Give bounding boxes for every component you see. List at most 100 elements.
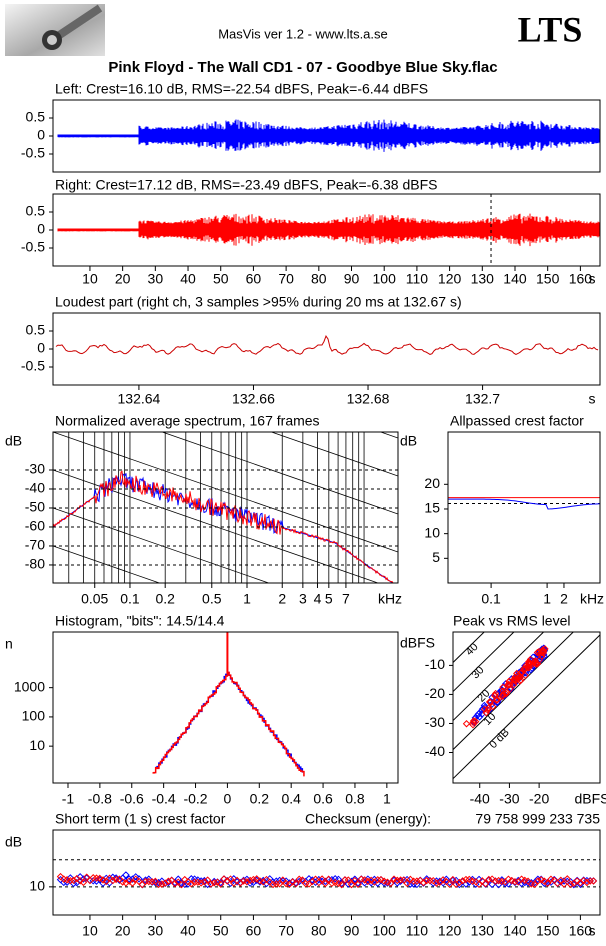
logo-image xyxy=(5,4,105,56)
crest-line xyxy=(453,632,544,721)
x-tick-label: 80 xyxy=(311,271,327,287)
plot-frame xyxy=(52,431,399,584)
slope-line xyxy=(53,545,161,583)
x-tick-label: 132.7 xyxy=(465,391,500,407)
y-tick-label: 0.5 xyxy=(26,203,46,219)
track-title: Pink Floyd - The Wall CD1 - 07 - Goodbye… xyxy=(108,59,497,76)
y-axis-label: dBFS xyxy=(400,635,435,651)
x-tick-label: 1 xyxy=(243,591,251,607)
x-tick-label: 0.2 xyxy=(250,791,270,807)
x-tick-label: 4 xyxy=(314,591,322,607)
x-axis-unit: s xyxy=(589,923,596,939)
plot-frame xyxy=(447,431,601,584)
panel-title: Histogram, "bits": 14.5/14.4 xyxy=(55,613,225,629)
y-tick-label: 5 xyxy=(432,549,440,565)
x-tick-label: 0.05 xyxy=(81,591,108,607)
x-tick-label: -0.4 xyxy=(152,791,176,807)
x-tick-label: -0.6 xyxy=(120,791,144,807)
x-tick-label: 40 xyxy=(180,271,196,287)
x-tick-label: 0.5 xyxy=(202,591,222,607)
crest-curve xyxy=(448,498,600,510)
checksum-label: Checksum (energy): xyxy=(305,811,431,827)
x-tick-label: 2 xyxy=(560,591,568,607)
y-tick-label: -0.5 xyxy=(21,358,45,374)
x-tick-label: 140 xyxy=(503,923,527,939)
x-tick-label: 100 xyxy=(373,923,397,939)
histogram-curve xyxy=(155,671,304,773)
panel-title: Peak vs RMS level xyxy=(453,613,570,629)
panel-title: Loudest part (right ch, 3 samples >95% d… xyxy=(55,294,462,310)
app-name: MasVis ver 1.2 - www.lts.a.se xyxy=(218,26,388,41)
x-tick-label: -0.2 xyxy=(183,791,207,807)
y-tick-label: -0.5 xyxy=(21,145,45,161)
x-tick-label: 90 xyxy=(344,923,360,939)
level-points xyxy=(470,644,549,727)
y-axis-label: dB xyxy=(400,433,417,449)
panel-title: Short term (1 s) crest factor xyxy=(55,811,226,827)
x-tick-label: 0.1 xyxy=(481,591,501,607)
y-tick-label: -70 xyxy=(25,537,45,553)
x-tick-label: 60 xyxy=(246,923,262,939)
panel-title: Normalized average spectrum, 167 frames xyxy=(55,413,320,429)
crest-line xyxy=(453,632,515,692)
y-tick-label: -80 xyxy=(25,556,45,572)
crest-points xyxy=(56,872,598,889)
y-axis-label: n xyxy=(5,636,13,652)
spectrum-curve xyxy=(53,470,398,583)
x-axis-unit: kHz xyxy=(378,591,402,607)
y-tick-label: -60 xyxy=(25,518,45,534)
x-tick-label: 120 xyxy=(438,271,462,287)
y-tick-label: 0 xyxy=(37,221,45,237)
y-tick-label: 0 xyxy=(37,127,45,143)
y-tick-label: 100 xyxy=(22,708,46,724)
crest-line xyxy=(453,632,574,750)
crest-line-label: 40 xyxy=(464,641,481,658)
x-axis-unit: s xyxy=(589,271,596,287)
x-tick-label: 60 xyxy=(246,271,262,287)
panel-title: Allpassed crest factor xyxy=(450,413,584,429)
plot-frame xyxy=(52,193,601,267)
x-tick-label: 100 xyxy=(373,271,397,287)
level-points xyxy=(462,645,549,729)
plot-frame xyxy=(52,99,601,173)
x-tick-label: 0.6 xyxy=(313,791,333,807)
y-tick-label: -50 xyxy=(25,499,45,515)
x-tick-label: 5 xyxy=(325,591,333,607)
x-tick-label: 70 xyxy=(278,923,294,939)
x-tick-label: 10 xyxy=(82,923,98,939)
y-tick-label: 10 xyxy=(29,737,45,753)
x-tick-label: 1 xyxy=(543,591,551,607)
x-tick-label: 0.8 xyxy=(345,791,365,807)
x-tick-label: 0.2 xyxy=(155,591,175,607)
plot-frame xyxy=(52,631,399,784)
y-tick-label: 15 xyxy=(424,500,440,516)
y-tick-label: -20 xyxy=(425,685,445,701)
panel-title: Left: Crest=16.10 dB, RMS=-22.54 dBFS, P… xyxy=(55,81,428,97)
x-tick-label: -20 xyxy=(529,791,549,807)
panel-title: Right: Crest=17.12 dB, RMS=-23.49 dBFS, … xyxy=(55,177,437,193)
plot-frame xyxy=(452,631,601,784)
x-tick-label: 50 xyxy=(213,271,229,287)
crest-points xyxy=(56,871,598,889)
x-tick-label: 132.68 xyxy=(347,391,390,407)
waveform xyxy=(57,119,600,152)
y-tick-label: -40 xyxy=(25,480,45,496)
x-tick-label: 80 xyxy=(311,923,327,939)
x-tick-label: -0.8 xyxy=(88,791,112,807)
x-tick-label: 0 xyxy=(224,791,232,807)
x-tick-label: 0.4 xyxy=(281,791,301,807)
y-tick-label: -30 xyxy=(425,714,445,730)
x-axis-unit: dBFS xyxy=(574,791,606,807)
x-tick-label: 110 xyxy=(406,923,429,939)
slope-line xyxy=(53,432,398,553)
x-tick-label: 132.66 xyxy=(232,391,275,407)
x-tick-label: 30 xyxy=(148,271,164,287)
plot-frame xyxy=(52,829,601,916)
y-tick-label: 0 xyxy=(37,340,45,356)
slope-line xyxy=(53,507,270,583)
logo-text: LTS xyxy=(518,9,583,49)
x-tick-label: 130 xyxy=(471,923,495,939)
y-tick-label: 10 xyxy=(29,878,45,894)
x-tick-label: -1 xyxy=(62,791,75,807)
